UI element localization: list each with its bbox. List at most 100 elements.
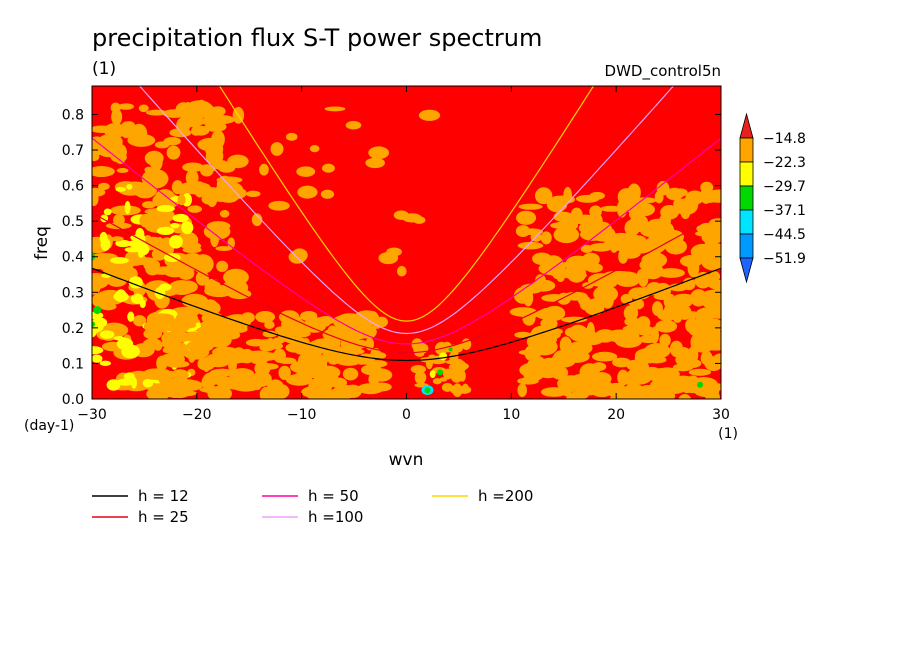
contour-patch (689, 192, 699, 211)
contour-patch (540, 231, 552, 245)
contour-patch (176, 117, 191, 134)
colorbar-label: −14.8 (763, 131, 806, 147)
contour-patch (664, 296, 674, 308)
contour-patch (345, 121, 362, 130)
contour-patch (222, 321, 233, 333)
contour-patch (571, 214, 599, 225)
contour-patch (461, 383, 470, 394)
y-tick-label: 0.6 (62, 179, 84, 195)
contour-patch (591, 351, 618, 362)
contour-patch (256, 363, 279, 370)
contour-patch (170, 322, 197, 329)
contour-patch (156, 226, 175, 236)
contour-patch (273, 348, 286, 363)
contour-patch (203, 223, 231, 240)
contour-patch (557, 219, 579, 231)
contour-patch (92, 293, 106, 308)
contour-patch (680, 206, 691, 220)
contour-patch (139, 213, 153, 228)
contour-patch (517, 383, 528, 398)
contour-patch (439, 352, 448, 361)
contour-patch (680, 358, 702, 369)
contour-patch (227, 237, 235, 249)
contour-patch (292, 372, 307, 385)
contour-patch (175, 379, 203, 391)
contour-patch (148, 368, 161, 377)
contour-patch (701, 231, 721, 244)
contour-patch (365, 157, 385, 169)
contour-patch (297, 185, 318, 199)
contour-patch (656, 181, 670, 196)
contour-patch (540, 387, 567, 397)
contour-patch (227, 154, 249, 169)
contour-patch (268, 200, 290, 211)
contour-patch (519, 362, 546, 378)
contour-patch (210, 106, 226, 117)
contour-patch (710, 303, 721, 314)
x-axis-label: wvn (389, 450, 424, 470)
y-axis-units: (day-1) (24, 418, 74, 434)
contour-patch (551, 366, 569, 380)
contour-patch (515, 225, 531, 238)
contour-patch (678, 394, 692, 399)
contour-patch (549, 356, 575, 368)
contour-patch (252, 352, 280, 361)
colorbar-label: −22.3 (763, 155, 806, 171)
y-axis-label: freq (32, 226, 52, 260)
contour-patch (414, 370, 427, 385)
contour-patch (192, 298, 204, 308)
contour-patch (697, 381, 704, 388)
contour-patch (117, 183, 144, 196)
power-contours (92, 99, 721, 399)
contour-patch (119, 121, 134, 139)
contour-patch (173, 342, 189, 358)
contour-patch (589, 191, 605, 200)
contour-patch (98, 182, 110, 191)
contour-patch (517, 377, 539, 385)
y-tick-label: 0.8 (62, 107, 84, 123)
contour-patch (137, 244, 145, 259)
legend-label: h = 25 (138, 508, 189, 526)
contour-patch (561, 316, 588, 323)
contour-patch (99, 330, 115, 339)
contour-patch (161, 331, 183, 346)
contour-patch (255, 311, 276, 323)
contour-patch (210, 189, 222, 196)
contour-patch (166, 145, 181, 160)
contour-patch (686, 375, 699, 387)
contour-patch (92, 354, 103, 363)
dispersion-curve (92, 267, 721, 362)
contour-patch (450, 385, 461, 394)
contour-patch (396, 265, 407, 277)
contour-patch (185, 169, 199, 186)
contour-patch (578, 223, 593, 234)
contour-patch (92, 311, 104, 320)
contour-patch (100, 303, 117, 311)
contour-patch (589, 205, 602, 218)
contour-patch (317, 315, 336, 325)
contour-patch (145, 262, 160, 276)
contour-patch (211, 159, 230, 170)
x-tick-label: 20 (607, 407, 625, 423)
contour-patch (205, 147, 214, 155)
contour-patch (187, 205, 203, 213)
contour-patch (142, 201, 156, 209)
contour-patch (418, 109, 441, 121)
contour-patch (443, 368, 453, 380)
y-tick-label: 0.2 (62, 321, 84, 337)
contour-patch (674, 297, 693, 308)
x-tick-label: 30 (712, 407, 730, 423)
plot-area (91, 85, 722, 400)
contour-patch (132, 315, 147, 327)
legend-label: h = 50 (308, 487, 359, 505)
contour-patch (410, 364, 426, 374)
contour-patch (354, 310, 379, 324)
contour-patch (121, 344, 140, 359)
contour-patch (696, 222, 720, 235)
contour-patch (655, 231, 666, 239)
contour-patch (690, 289, 708, 307)
contour-patch (123, 372, 135, 381)
contour-patch (665, 187, 684, 201)
contour-patch (660, 385, 680, 395)
